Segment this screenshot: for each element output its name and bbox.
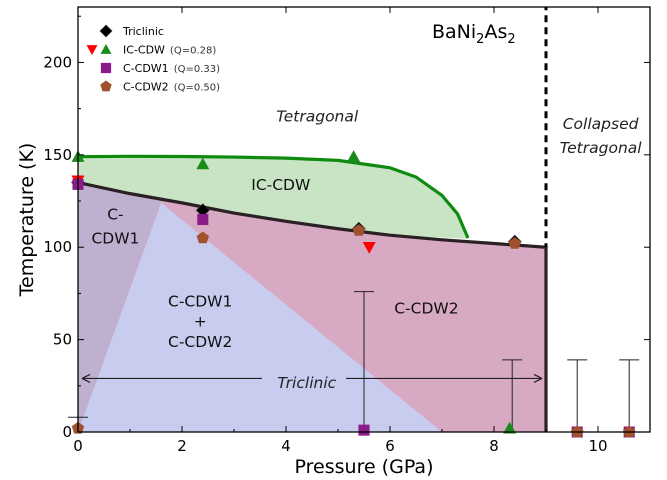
region-c-cdw1-plus-c-cdw2 — [78, 202, 442, 432]
arrow-right-head — [533, 373, 543, 383]
x-tick-label: 2 — [177, 437, 187, 455]
point-ic-cdw-triangle-up — [503, 421, 517, 434]
x-tick-label: 10 — [588, 437, 607, 455]
legend-item: C-CDW1 (Q=0.33) — [100, 62, 220, 75]
triclinic-arrow — [81, 373, 543, 383]
region-label: C-CDW2 — [168, 333, 232, 351]
legend-q: (Q=0.28) — [170, 46, 216, 57]
region-label: Tetragonal — [276, 108, 359, 126]
legend-label: Triclinic — [122, 25, 164, 38]
legend-item: IC-CDW (Q=0.28) — [86, 44, 216, 57]
legend-marker — [100, 44, 112, 54]
legend-q: (Q=0.33) — [174, 64, 220, 75]
plot-frame — [77, 6, 651, 433]
point-ic-cdw-triangle-down — [362, 242, 376, 254]
region-label: Collapsed — [563, 115, 639, 133]
point-c-cdw2-pentagon — [196, 231, 209, 244]
compound-label: BaNi2As2 — [432, 21, 516, 47]
y-tick-label: 100 — [43, 238, 72, 256]
error-bar — [567, 359, 588, 432]
error-bar — [502, 359, 523, 429]
region-label: Triclinic — [277, 374, 336, 392]
legend: Triclinic IC-CDW (Q=0.28) C-CDW1 (Q=0.33) C-C… — [86, 24, 220, 94]
region-label: + — [194, 313, 207, 331]
legend-item: C-CDW2 (Q=0.50) — [100, 80, 220, 94]
y-tick-label: 50 — [53, 331, 72, 349]
region-label: C-CDW1 — [168, 292, 232, 310]
error-bars — [68, 291, 640, 432]
error-bar — [619, 359, 640, 432]
point-c-cdw1-square — [358, 424, 370, 436]
x-tick-label: 6 — [385, 437, 395, 455]
ic-cdw-boundary — [78, 154, 470, 239]
region-label: CDW1 — [91, 230, 139, 248]
region-c-cdw1 — [78, 182, 162, 432]
legend-label: C-CDW2 (Q=0.50) — [123, 81, 220, 94]
x-tick-label: 8 — [489, 437, 499, 455]
x-tick-label: 0 — [73, 437, 83, 455]
y-axis-label: Temperature (K) — [16, 143, 38, 298]
point-c-cdw1-square — [197, 213, 209, 226]
point-ic-cdw-triangle-up — [347, 150, 361, 162]
legend-label: C-CDW1 (Q=0.33) — [123, 62, 220, 75]
x-tick-label: 4 — [281, 437, 291, 455]
legend-q: (Q=0.50) — [174, 83, 220, 94]
region-label: C- — [107, 206, 123, 224]
x-axis-label: Pressure (GPa) — [295, 456, 434, 478]
phase-regions — [78, 156, 546, 432]
point-ic-cdw-triangle-up — [196, 157, 210, 170]
y-tick-label: 150 — [43, 146, 72, 164]
y-tick-label: 0 — [62, 423, 72, 441]
legend-label: IC-CDW (Q=0.28) — [123, 44, 216, 57]
region-label: IC-CDW — [251, 176, 310, 194]
y-tick-label: 200 — [43, 53, 72, 71]
legend-marker — [99, 24, 113, 38]
legend-marker — [100, 80, 112, 92]
region-labels: TetragonalIC-CDWC-CDW1C-CDW1+C-CDW2C-CDW… — [91, 108, 642, 393]
region-label: C-CDW2 — [394, 300, 458, 318]
arrow-left-head — [81, 373, 91, 383]
legend-marker — [86, 45, 98, 55]
region-label: Tetragonal — [560, 139, 643, 157]
point-c-cdw2-pentagon — [508, 237, 521, 249]
point-c-cdw2-pentagon — [352, 224, 365, 236]
legend-marker — [100, 62, 112, 74]
legend-item: Triclinic — [99, 24, 164, 38]
error-bar — [354, 291, 374, 431]
region-ic-cdw — [78, 156, 468, 239]
